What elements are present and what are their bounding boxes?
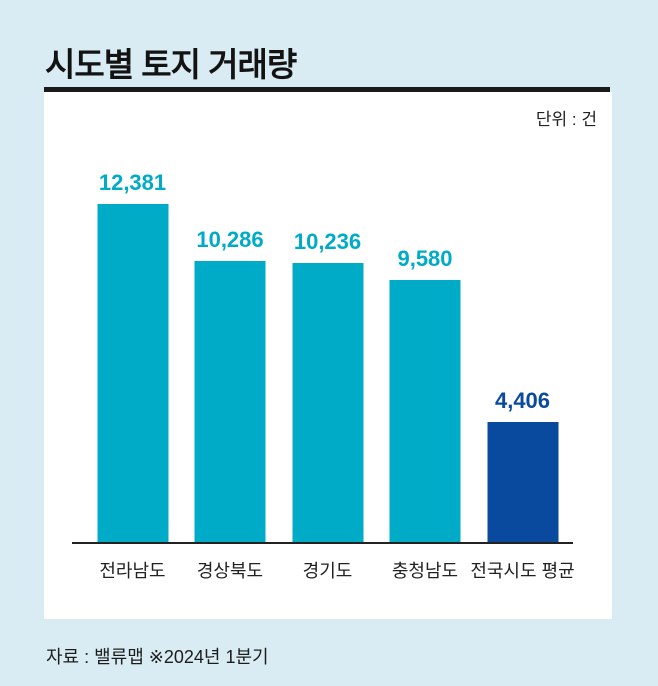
bar-group-4: 9,580 충청남도 bbox=[389, 206, 461, 581]
bar-value-label: 12,381 bbox=[98, 170, 167, 195]
bar-group-5: 4,406 전국시도 평균 bbox=[470, 206, 574, 581]
source-note: 자료 : 밸류맵 ※2024년 1분기 bbox=[46, 647, 269, 667]
chart-panel: 단위 : 건 12,381 전라남도 10,286 경상북도 10,236 경기… bbox=[44, 92, 612, 619]
bar bbox=[194, 261, 266, 542]
bar bbox=[292, 263, 363, 542]
unit-label: 단위 : 건 bbox=[535, 110, 597, 129]
bar-value-label: 4,406 bbox=[494, 388, 551, 413]
bar-group-1: 12,381 전라남도 bbox=[97, 170, 168, 581]
title-rule-divider bbox=[44, 87, 610, 92]
bar bbox=[389, 280, 461, 542]
bar-value-label: 9,580 bbox=[397, 246, 453, 271]
chart-title: 시도별 토지 거래량 bbox=[45, 46, 297, 83]
bar bbox=[97, 204, 168, 542]
bar-chart: 12,381 전라남도 10,286 경상북도 10,236 경기도 9,580… bbox=[72, 170, 575, 581]
bar-category-label: 경상북도 bbox=[196, 561, 264, 581]
bar bbox=[487, 422, 558, 542]
bar-group-3: 10,236 경기도 bbox=[292, 206, 363, 581]
bar-group-2: 10,286 경상북도 bbox=[194, 206, 266, 581]
bar-category-label: 충청남도 bbox=[391, 561, 459, 581]
bar-value-label: 10,286 bbox=[196, 227, 264, 252]
bar-value-label: 10,236 bbox=[293, 229, 362, 254]
bar-category-label: 전라남도 bbox=[99, 561, 166, 581]
bar-category-label: 경기도 bbox=[302, 561, 353, 581]
bar-category-label: 전국시도 평균 bbox=[470, 561, 575, 581]
